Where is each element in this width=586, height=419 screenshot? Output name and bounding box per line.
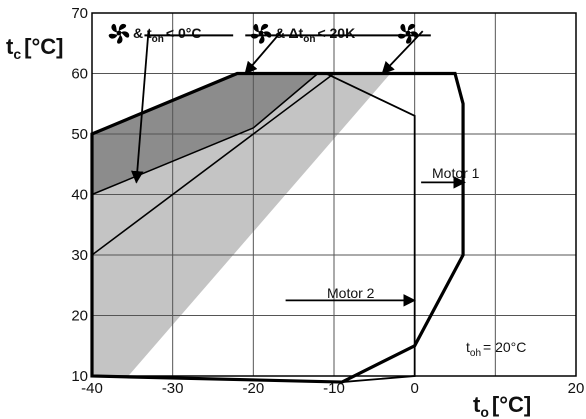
plot-frame (91, 12, 577, 377)
motor-envelopes (90, 71, 465, 384)
region-boundary-line (91, 127, 254, 196)
x-tick-label: -20 (242, 380, 264, 397)
fan-header-1: & toh < 0°C (107, 23, 201, 45)
y-tick-labels: 10 20 30 40 50 60 70 (71, 5, 88, 385)
fan-dtoh-label: & Δtoh < 20K (275, 25, 355, 45)
dark-shaded-region (92, 73, 318, 255)
shaded-regions (92, 73, 391, 376)
toh-note: toh = 20°C (466, 339, 526, 359)
x-axis-title: to [°C] (473, 392, 531, 419)
annotation-arrows (130, 30, 466, 307)
x-tick-labels: -40 -30 -20 -10 0 20 (81, 380, 584, 397)
fan-header-2: & Δtoh < 20K (249, 23, 419, 45)
fan-icon (107, 23, 130, 45)
y-axis-title: tc [°C] (6, 34, 63, 62)
fan-dtoh-arrow (244, 30, 283, 75)
y-tick-label: 70 (71, 5, 88, 22)
motor-1-label: Motor 1 (432, 165, 480, 181)
plot-border (91, 12, 577, 377)
y-tick-label: 20 (71, 308, 88, 325)
y-tick-label: 60 (71, 66, 88, 83)
fan-icon (396, 23, 419, 45)
envelope-motor-2 (91, 72, 416, 383)
y-tick-label: 50 (71, 126, 88, 143)
x-tick-label: 20 (568, 380, 585, 397)
boundary-lines (91, 72, 335, 256)
x-tick-label: -10 (323, 380, 345, 397)
y-tick-label: 10 (71, 368, 88, 385)
x-tick-label: 0 (410, 380, 418, 397)
x-tick-label: -30 (162, 380, 184, 397)
x-tick-label: -40 (81, 380, 103, 397)
fan-right-arrow (381, 30, 424, 75)
fan-toh-arrow (130, 31, 150, 184)
motor-2-label: Motor 2 (327, 285, 375, 301)
y-tick-label: 40 (71, 187, 88, 204)
region-boundary-line (91, 72, 335, 256)
y-tick-label: 30 (71, 247, 88, 264)
region-boundary-line (252, 72, 319, 129)
